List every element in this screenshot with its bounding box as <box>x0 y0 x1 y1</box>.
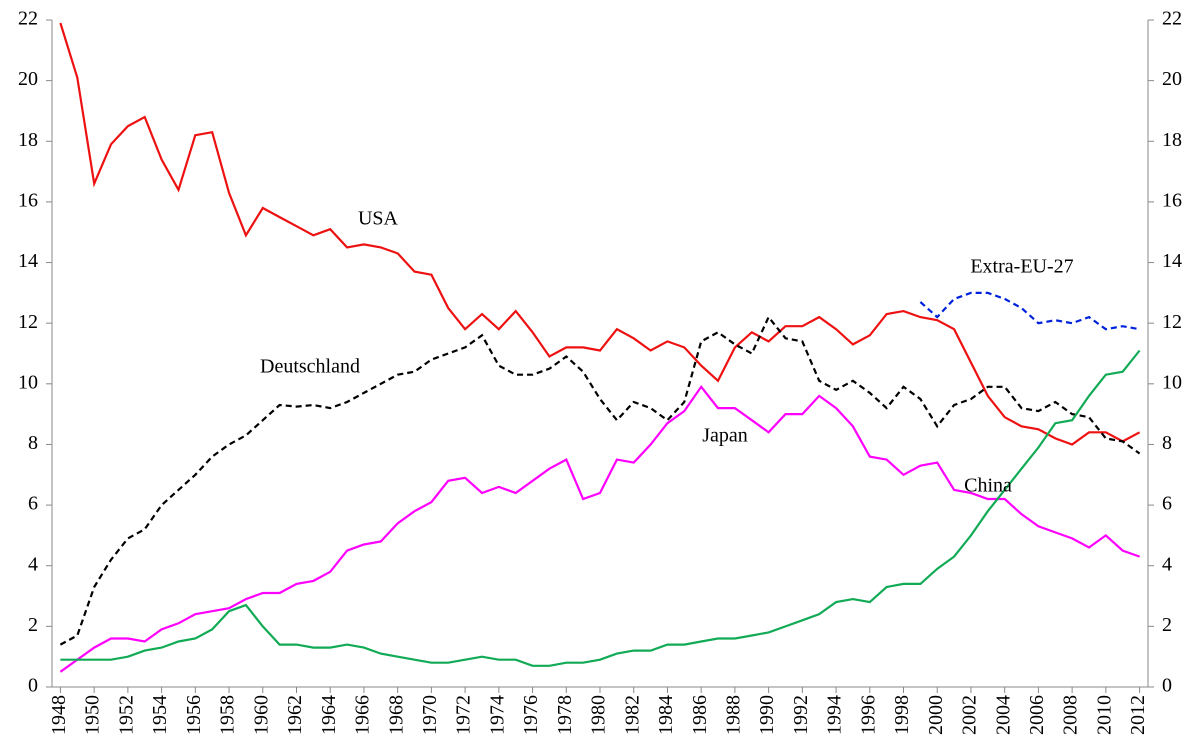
y2-tick-label: 8 <box>1162 432 1172 454</box>
x-tick-label: 2002 <box>959 695 981 735</box>
y-tick-label: 16 <box>18 190 38 212</box>
x-tick-label: 2008 <box>1060 695 1082 735</box>
y2-tick-label: 6 <box>1162 493 1172 515</box>
y2-tick-label: 12 <box>1162 311 1182 333</box>
x-tick-label: 1986 <box>689 695 711 735</box>
x-tick-label: 1980 <box>588 695 610 735</box>
x-tick-label: 1962 <box>284 695 306 735</box>
x-tick-label: 1964 <box>318 695 340 735</box>
series-label: Deutschland <box>260 356 360 378</box>
x-tick-label: 1948 <box>48 695 70 735</box>
x-tick-label: 1958 <box>217 695 239 735</box>
x-tick-label: 1978 <box>554 695 576 735</box>
x-tick-label: 1972 <box>453 695 475 735</box>
y-tick-label: 2 <box>28 614 38 636</box>
series-line <box>60 349 1141 667</box>
y-tick-label: 4 <box>28 553 38 575</box>
series-line <box>919 291 1140 331</box>
x-tick-label: 1966 <box>352 695 374 735</box>
series-label: China <box>964 475 1012 497</box>
y-tick-label: 22 <box>18 8 38 30</box>
y2-tick-label: 22 <box>1162 8 1182 30</box>
x-tick-label: 1982 <box>621 695 643 735</box>
y-tick-label: 18 <box>18 129 38 151</box>
y2-tick-label: 10 <box>1162 371 1182 393</box>
x-tick-label: 2012 <box>1127 695 1149 735</box>
x-tick-label: 1992 <box>790 695 812 735</box>
series-label: Extra-EU-27 <box>970 256 1073 278</box>
x-tick-label: 1968 <box>385 695 407 735</box>
y2-tick-label: 4 <box>1162 553 1172 575</box>
y2-tick-label: 20 <box>1162 68 1182 90</box>
y2-tick-label: 16 <box>1162 190 1182 212</box>
x-tick-label: 1974 <box>486 695 508 735</box>
x-tick-label: 1950 <box>82 695 104 735</box>
x-tick-label: 1952 <box>115 695 137 735</box>
x-tick-label: 2006 <box>1026 695 1048 735</box>
x-tick-label: 2010 <box>1093 695 1115 735</box>
y-tick-label: 10 <box>18 371 38 393</box>
series-line <box>59 22 1141 446</box>
x-tick-label: 1996 <box>857 695 879 735</box>
x-tick-label: 1960 <box>250 695 272 735</box>
x-tick-label: 2004 <box>992 695 1014 735</box>
y2-tick-label: 2 <box>1162 614 1172 636</box>
y-tick-label: 6 <box>28 493 38 515</box>
x-tick-label: 1956 <box>183 695 205 735</box>
x-tick-label: 1994 <box>824 695 846 735</box>
x-tick-label: 1954 <box>149 695 171 735</box>
x-tick-label: 2000 <box>925 695 947 735</box>
y-tick-label: 20 <box>18 68 38 90</box>
x-tick-label: 1988 <box>722 695 744 735</box>
series-label: USA <box>358 208 399 230</box>
series-line <box>59 384 1140 673</box>
x-tick-label: 1970 <box>419 695 441 735</box>
x-tick-label: 1984 <box>655 695 677 735</box>
x-tick-label: 1998 <box>891 695 913 735</box>
y2-tick-label: 0 <box>1162 675 1172 697</box>
series-line <box>59 315 1141 646</box>
x-tick-label: 1990 <box>756 695 778 735</box>
x-tick-label: 1976 <box>520 695 542 735</box>
y-tick-label: 14 <box>18 250 38 272</box>
y-tick-label: 0 <box>28 675 38 697</box>
y2-tick-label: 18 <box>1162 129 1182 151</box>
series-label: Japan <box>702 425 748 447</box>
y-tick-label: 12 <box>18 311 38 333</box>
y-tick-label: 8 <box>28 432 38 454</box>
y2-tick-label: 14 <box>1162 250 1182 272</box>
